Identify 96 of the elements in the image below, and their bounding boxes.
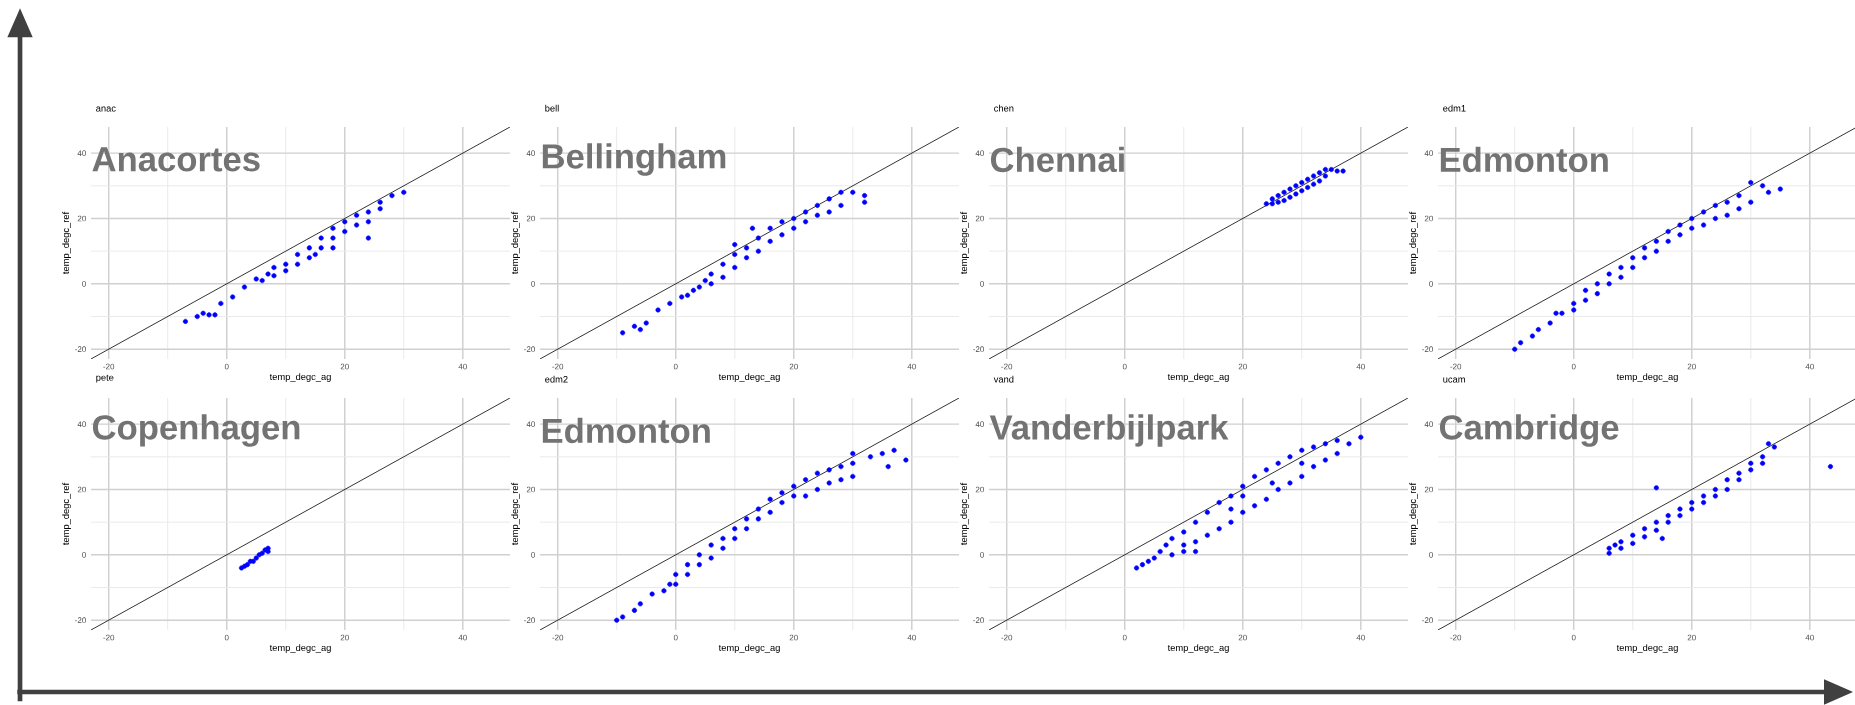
x-tick-label: 20 (340, 634, 349, 641)
y-tick-label: 0 (82, 281, 86, 287)
chart-title: anac (96, 106, 116, 112)
x-axis-title: temp_degc_ag (718, 373, 780, 382)
x-axis-title: temp_degc_ag (1167, 373, 1229, 382)
y-axis-title: temp_degc_ref (511, 482, 520, 545)
y-tick-label: -20 (75, 346, 86, 353)
y-tick-label: 40 (1424, 421, 1433, 427)
x-tick-label: -20 (103, 363, 115, 370)
x-tick-label: 0 (1122, 634, 1127, 641)
x-tick-label: 40 (458, 363, 467, 370)
x-tick-label: 20 (1238, 634, 1247, 641)
x-tick-label: 20 (1687, 363, 1696, 370)
y-axis-title: temp_degc_ref (960, 211, 969, 274)
y-tick-label: -20 (524, 617, 535, 624)
x-tick-label: -20 (552, 363, 564, 370)
x-tick-label: 0 (673, 634, 678, 641)
y-tick-label: 0 (1429, 552, 1433, 558)
y-tick-label: -20 (973, 346, 984, 353)
y-tick-label: 40 (1424, 150, 1433, 156)
y-tick-label: -20 (524, 346, 535, 353)
y-tick-label: 20 (1424, 215, 1433, 222)
x-tick-label: 20 (789, 363, 798, 370)
y-tick-label: -20 (75, 617, 86, 624)
y-tick-label: 0 (980, 552, 984, 558)
y-tick-label: 0 (1429, 281, 1433, 287)
y-tick-label: 40 (77, 421, 86, 427)
x-tick-label: 40 (907, 363, 916, 370)
x-axis-title: temp_degc_ag (1616, 644, 1678, 653)
x-tick-label: 0 (1571, 634, 1576, 641)
x-tick-label: 40 (907, 634, 916, 641)
y-tick-label: 40 (526, 421, 535, 427)
x-tick-label: -20 (1001, 363, 1013, 370)
y-tick-label: 20 (975, 215, 984, 222)
chart-title: vand (993, 375, 1014, 383)
annotation: Edmonton (542, 417, 710, 444)
y-tick-label: 0 (980, 281, 984, 287)
annotation: Anacortes (92, 147, 260, 172)
y-tick-label: 40 (975, 421, 984, 427)
x-tick-label: -20 (1450, 634, 1462, 641)
y-tick-label: 40 (975, 150, 984, 156)
annotation: Chennai (990, 146, 1124, 173)
annotation: Cambridge (1439, 414, 1619, 447)
y-axis-title: temp_degc_ref (511, 211, 520, 274)
y-tick-label: 20 (1424, 486, 1433, 493)
y-axis-title: temp_degc_ref (960, 482, 969, 545)
x-tick-label: 40 (1805, 634, 1814, 641)
x-tick-label: 20 (789, 634, 798, 641)
annotation: Bellingham (542, 143, 726, 176)
y-tick-label: 20 (77, 215, 86, 222)
chart-title: edm1 (1443, 104, 1466, 112)
y-tick-label: -20 (1422, 617, 1433, 624)
x-axis-title: temp_degc_ag (1616, 373, 1678, 382)
x-axis-title: temp_degc_ag (1167, 644, 1229, 653)
y-tick-label: 0 (82, 552, 86, 558)
x-tick-label: 40 (458, 634, 467, 641)
x-tick-label: 20 (1238, 363, 1247, 370)
chart-title: edm2 (545, 375, 568, 383)
chart-title: chen (994, 104, 1014, 112)
x-tick-label: 40 (1356, 363, 1365, 370)
x-tick-label: 40 (1805, 363, 1814, 370)
x-tick-label: 40 (1356, 634, 1365, 641)
y-tick-label: 40 (77, 150, 86, 156)
x-tick-label: 20 (1687, 634, 1696, 641)
y-axis-title: temp_degc_ref (62, 211, 71, 274)
y-tick-label: 20 (975, 486, 984, 493)
chart-title: ucam (1443, 377, 1465, 383)
x-tick-label: 20 (340, 363, 349, 370)
x-tick-label: -20 (1001, 634, 1013, 641)
x-tick-label: 0 (224, 363, 229, 370)
x-tick-label: -20 (552, 634, 564, 641)
y-axis-title: temp_degc_ref (1409, 482, 1418, 545)
y-tick-label: -20 (1422, 346, 1433, 353)
chart-title: pete (96, 374, 114, 383)
y-tick-label: 40 (526, 150, 535, 156)
annotation: Vanderbijlpark (989, 414, 1229, 447)
x-tick-label: 0 (1571, 363, 1576, 370)
y-tick-label: -20 (973, 617, 984, 624)
x-axis-title: temp_degc_ag (718, 644, 780, 653)
x-tick-label: -20 (103, 634, 115, 641)
y-tick-label: 0 (531, 552, 535, 558)
y-tick-label: 20 (526, 215, 535, 222)
annotation: Copenhagen (92, 414, 300, 447)
x-tick-label: -20 (1450, 363, 1462, 370)
x-tick-label: 0 (1122, 363, 1127, 370)
y-axis-title: temp_degc_ref (62, 482, 71, 545)
y-tick-label: 0 (531, 281, 535, 287)
x-tick-label: 0 (224, 634, 229, 641)
y-axis-title: temp_degc_ref (1409, 211, 1418, 274)
annotation: Edmonton (1440, 146, 1608, 173)
y-tick-label: 20 (526, 486, 535, 493)
x-axis-title: temp_degc_ag (269, 373, 331, 382)
chart-title: bell (545, 104, 559, 112)
x-tick-label: 0 (673, 363, 678, 370)
y-tick-label: 20 (77, 486, 86, 493)
x-axis-title: temp_degc_ag (269, 644, 331, 653)
